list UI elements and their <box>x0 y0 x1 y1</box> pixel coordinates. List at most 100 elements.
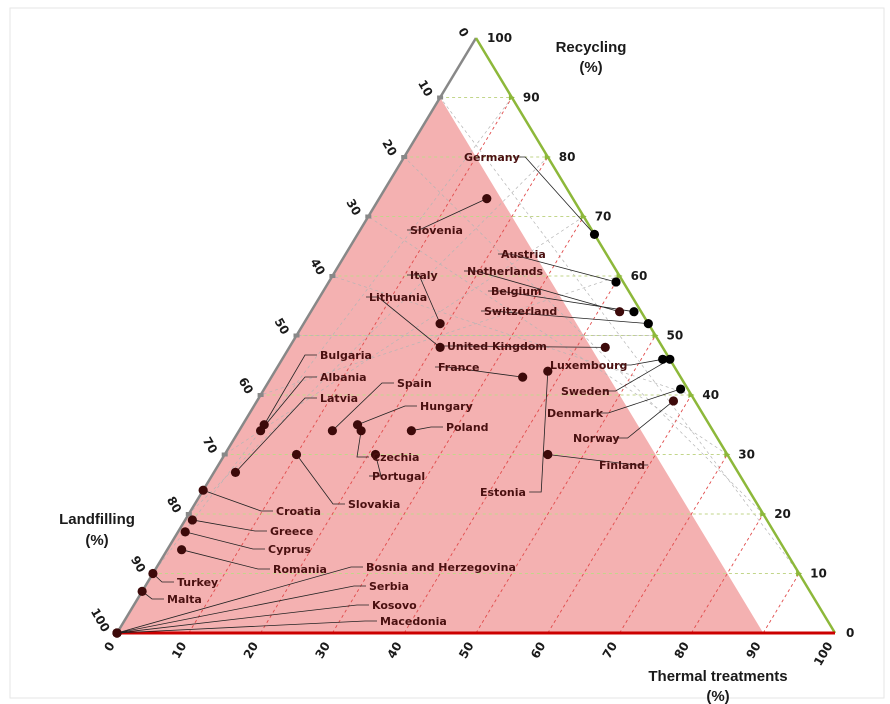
leader-line-slovakia <box>296 454 345 505</box>
leader-line-lithuania <box>366 296 441 348</box>
leader-line-cyprus <box>185 531 265 550</box>
point-italy <box>435 319 445 329</box>
point-luxembourg <box>658 354 668 364</box>
grid-line-thermal-20 <box>260 156 549 634</box>
recycling-tick-label-60: 60 <box>631 269 648 283</box>
landfilling-tick-10 <box>437 95 444 100</box>
point-sweden <box>665 354 675 364</box>
label-kosovo: Kosovo <box>372 599 417 612</box>
point-norway <box>668 396 679 406</box>
leader-line-albania <box>260 376 317 431</box>
recycling-tick-label-40: 40 <box>702 388 719 402</box>
leader-line-france <box>435 366 523 378</box>
label-macedonia: Macedonia <box>380 615 447 628</box>
leader-line-luxembourg <box>619 358 663 366</box>
leader-line-greece <box>192 519 267 532</box>
label-greece: Greece <box>270 525 313 538</box>
label-france: France <box>438 361 479 374</box>
grid-line-thermal-80 <box>691 513 764 634</box>
leader-line-italy <box>407 274 441 324</box>
label-spain: Spain <box>397 377 432 390</box>
point-germany <box>589 229 600 239</box>
point-latvia <box>230 467 241 477</box>
landfilling-tick-30 <box>365 214 372 219</box>
leader-line-belgium <box>488 290 635 313</box>
point-turkey <box>148 568 158 579</box>
recycling-tick-90 <box>508 94 515 101</box>
leader-line-netherlands <box>464 270 620 313</box>
leader-line-macedonia <box>116 620 377 634</box>
point-austria <box>611 277 621 287</box>
label-malta: Malta <box>167 593 202 606</box>
leader-line-switzerland <box>481 310 649 324</box>
leader-line-spain <box>332 382 394 431</box>
recycling-tick-10 <box>796 570 803 577</box>
recycling-tick-label-100: 100 <box>487 31 512 45</box>
label-latvia: Latvia <box>320 392 358 405</box>
label-slovenia: Slovenia <box>410 224 463 237</box>
point-poland <box>406 426 416 436</box>
grid-line-thermal-70 <box>619 454 728 634</box>
label-sweden: Sweden <box>561 385 610 398</box>
recycling-tick-50 <box>652 332 659 339</box>
point-lithuania <box>435 342 445 352</box>
point-belgium <box>629 307 639 317</box>
label-netherlands: Netherlands <box>467 265 544 278</box>
recycling-tick-80 <box>544 154 551 160</box>
label-turkey: Turkey <box>177 576 218 589</box>
recycling-tick-label-80: 80 <box>559 150 576 164</box>
recycling-tick-30 <box>724 451 731 458</box>
leader-line-united-kingdom <box>444 345 606 348</box>
label-luxembourg: Luxembourg <box>550 359 627 372</box>
point-spain <box>327 426 337 436</box>
recycling-tick-label-90: 90 <box>523 91 540 105</box>
point-switzerland <box>643 319 653 329</box>
point-greece <box>187 515 197 525</box>
label-bulgaria: Bulgaria <box>320 349 372 362</box>
point-france <box>518 372 528 382</box>
leader-line-romania <box>181 549 270 570</box>
label-estonia: Estonia <box>480 486 526 499</box>
recycling-tick-label-50: 50 <box>667 329 684 343</box>
leader-line-hungary <box>357 405 417 426</box>
point-macedonia <box>112 628 122 638</box>
label-united-kingdom: United Kingdom <box>447 340 547 353</box>
landfilling-tick-20 <box>401 155 408 159</box>
leader-line-slovenia <box>407 198 487 231</box>
point-estonia <box>543 366 553 376</box>
label-lithuania: Lithuania <box>369 291 427 304</box>
point-netherlands <box>615 307 625 317</box>
leader-line-bosnia-and-herzegovina <box>116 566 363 634</box>
label-italy: Italy <box>410 269 438 282</box>
label-austria: Austria <box>501 248 546 261</box>
leader-line-poland <box>411 426 443 432</box>
landfilling-axis-title-line2: (%) <box>85 532 108 549</box>
label-switzerland: Switzerland <box>484 305 557 318</box>
point-slovenia <box>482 194 492 204</box>
point-croatia <box>198 485 208 495</box>
label-bosnia-and-herzegovina: Bosnia and Herzegovina <box>366 561 516 574</box>
point-portugal <box>370 449 381 460</box>
point-albania <box>256 426 266 436</box>
label-croatia: Croatia <box>276 505 321 518</box>
landfilling-tick-40 <box>329 274 336 278</box>
landfilling-axis-title-line1: Landfilling <box>59 511 135 528</box>
label-cyprus: Cyprus <box>268 543 311 556</box>
leader-line-finland <box>547 454 649 466</box>
leader-line-norway <box>615 400 674 439</box>
recycling-tick-label-20: 20 <box>774 507 791 521</box>
label-albania: Albania <box>320 371 367 384</box>
point-cyprus <box>180 527 190 537</box>
label-belgium: Belgium <box>491 285 542 298</box>
thermal-axis-title-line1: Thermal treatments <box>648 668 787 685</box>
feasible-region <box>117 97 764 633</box>
leader-line-kosovo <box>116 604 369 634</box>
landfilling-tick-70 <box>221 452 228 457</box>
recycling-tick-20 <box>760 511 767 517</box>
label-germany: Germany <box>464 151 520 164</box>
grid-line-thermal-60 <box>547 394 692 634</box>
label-slovakia: Slovakia <box>348 498 400 511</box>
recycling-tick-40 <box>688 392 695 398</box>
label-denmark: Denmark <box>547 407 604 420</box>
